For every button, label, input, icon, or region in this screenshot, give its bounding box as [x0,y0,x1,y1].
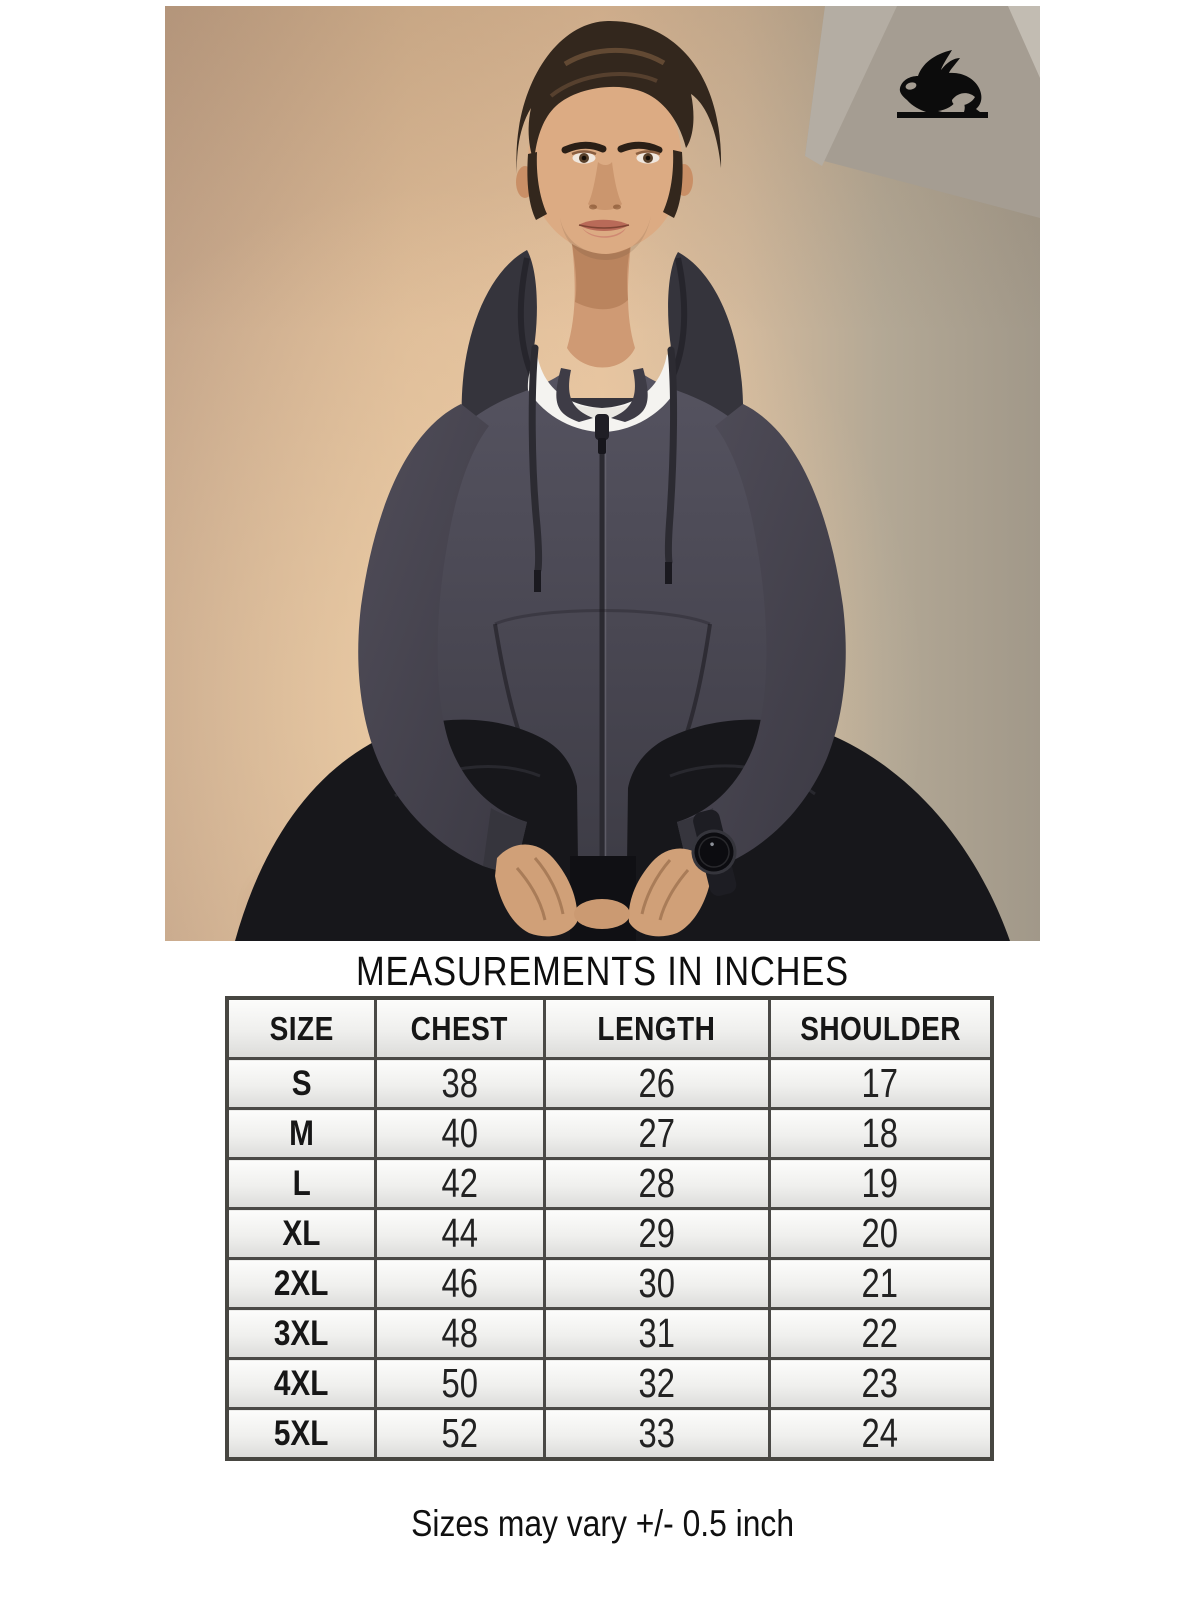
table-row-3xl: 3XL 48 31 22 [225,1307,994,1360]
length-value: 33 [542,1407,771,1461]
size-label: S [225,1057,377,1110]
shoulder-value: 20 [767,1207,994,1260]
length-value: 26 [542,1057,771,1110]
shoulder-value: 24 [767,1407,994,1461]
shoulder-value: 21 [767,1257,994,1310]
size-table: SIZE CHEST LENGTH SHOULDER S 38 26 17 M … [225,996,994,1461]
table-row-5xl: 5XL 52 33 24 [225,1407,994,1461]
chest-value: 44 [373,1207,546,1260]
length-value: 31 [542,1307,771,1360]
size-table-header-row: SIZE CHEST LENGTH SHOULDER [225,996,994,1060]
shoulder-value: 18 [767,1107,994,1160]
hands [495,844,711,937]
size-chart-title-text: MEASUREMENTS IN INCHES [355,948,850,994]
product-photo-art [165,6,1040,941]
hair [516,20,722,220]
column-header-length-label: LENGTH [597,1009,716,1047]
chest-value: 50 [373,1357,546,1410]
table-row-xl: XL 44 29 20 [225,1207,994,1260]
length-value: 30 [542,1257,771,1310]
zipper [595,414,609,934]
table-row-2xl: 2XL 46 30 21 [225,1257,994,1310]
drawstrings [528,344,678,592]
column-header-shoulder-label: SHOULDER [799,1009,961,1047]
shoulder-value: 23 [767,1357,994,1410]
size-variance-note: Sizes may vary +/- 0.5 inch [165,1503,1040,1545]
neck [567,244,635,368]
chest-value: 40 [373,1107,546,1160]
eyes [571,150,661,164]
shoulder-value: 19 [767,1157,994,1210]
size-label: 2XL [225,1257,377,1310]
length-value: 29 [542,1207,771,1260]
right-lapel [611,368,648,422]
chest-value: 38 [373,1057,546,1110]
column-header-chest: CHEST [373,996,546,1060]
chest-value: 42 [373,1157,546,1210]
size-label: XL [225,1207,377,1260]
chest-value: 52 [373,1407,546,1461]
rabbit-logo-icon [897,50,988,118]
length-value: 28 [542,1157,771,1210]
table-row-4xl: 4XL 50 32 23 [225,1357,994,1410]
column-header-size: SIZE [225,996,377,1060]
size-label: L [225,1157,377,1210]
left-lapel [556,368,593,422]
table-row-l: L 42 28 19 [225,1157,994,1210]
face [516,76,693,260]
column-header-size-label: SIZE [269,1009,334,1047]
shoulder-value: 17 [767,1057,994,1110]
column-header-length: LENGTH [542,996,771,1060]
chest-value: 46 [373,1257,546,1310]
shoulder-value: 22 [767,1307,994,1360]
table-row-s: S 38 26 17 [225,1057,994,1110]
column-header-chest-label: CHEST [410,1009,509,1047]
model-figure [235,20,1010,941]
size-label: 3XL [225,1307,377,1360]
size-label: 4XL [225,1357,377,1410]
column-header-shoulder: SHOULDER [767,996,994,1060]
length-value: 32 [542,1357,771,1410]
size-label: M [225,1107,377,1160]
size-variance-note-text: Sizes may vary +/- 0.5 inch [411,1503,794,1544]
size-label: 5XL [225,1407,377,1461]
length-value: 27 [542,1107,771,1160]
watch [691,809,737,896]
table-row-m: M 40 27 18 [225,1107,994,1160]
size-chart-title: MEASUREMENTS IN INCHES [165,948,1040,995]
product-photo [165,6,1040,941]
chest-value: 48 [373,1307,546,1360]
